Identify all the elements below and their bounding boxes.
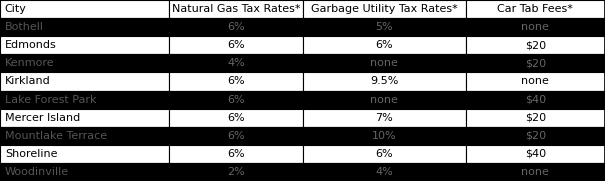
Text: 6%: 6% (227, 40, 245, 50)
Bar (302, 145, 466, 163)
Bar (302, 18, 466, 36)
Text: none: none (370, 58, 398, 68)
Text: 6%: 6% (227, 76, 245, 87)
Text: Garbage Utility Tax Rates*: Garbage Utility Tax Rates* (311, 4, 457, 14)
Text: 10%: 10% (372, 131, 396, 141)
Text: 6%: 6% (227, 113, 245, 123)
Text: Shoreline: Shoreline (5, 149, 57, 159)
Text: none: none (370, 94, 398, 105)
Text: none: none (522, 22, 549, 32)
Text: $20: $20 (525, 58, 546, 68)
Text: 6%: 6% (227, 149, 245, 159)
Text: 4%: 4% (227, 58, 245, 68)
Bar (466, 109, 605, 127)
Bar (466, 54, 605, 72)
Bar (0, 0, 169, 18)
Bar (466, 18, 605, 36)
Text: $40: $40 (525, 94, 546, 105)
Bar (0, 90, 169, 109)
Bar (0, 36, 169, 54)
Text: City: City (5, 4, 27, 14)
Text: Natural Gas Tax Rates*: Natural Gas Tax Rates* (172, 4, 300, 14)
Bar (302, 109, 466, 127)
Bar (302, 0, 466, 18)
Text: Mercer Island: Mercer Island (5, 113, 80, 123)
Bar (169, 54, 302, 72)
Bar (0, 163, 169, 181)
Text: Kenmore: Kenmore (5, 58, 54, 68)
Text: 6%: 6% (227, 94, 245, 105)
Bar (302, 127, 466, 145)
Bar (169, 36, 302, 54)
Bar (466, 90, 605, 109)
Bar (169, 0, 302, 18)
Text: 5%: 5% (375, 22, 393, 32)
Bar (169, 90, 302, 109)
Text: Bothell: Bothell (5, 22, 44, 32)
Bar (0, 145, 169, 163)
Text: Lake Forest Park: Lake Forest Park (5, 94, 96, 105)
Text: 9.5%: 9.5% (370, 76, 398, 87)
Text: Kirkland: Kirkland (5, 76, 51, 87)
Text: $20: $20 (525, 131, 546, 141)
Text: Car Tab Fees*: Car Tab Fees* (497, 4, 574, 14)
Text: 6%: 6% (375, 149, 393, 159)
Bar (466, 127, 605, 145)
Bar (466, 163, 605, 181)
Bar (169, 145, 302, 163)
Bar (169, 127, 302, 145)
Text: 6%: 6% (227, 22, 245, 32)
Bar (0, 109, 169, 127)
Bar (302, 90, 466, 109)
Bar (169, 163, 302, 181)
Text: $40: $40 (525, 149, 546, 159)
Text: Mountlake Terrace: Mountlake Terrace (5, 131, 107, 141)
Bar (302, 36, 466, 54)
Bar (0, 127, 169, 145)
Bar (466, 36, 605, 54)
Bar (302, 54, 466, 72)
Bar (0, 72, 169, 90)
Text: 6%: 6% (375, 40, 393, 50)
Text: 6%: 6% (227, 131, 245, 141)
Bar (302, 163, 466, 181)
Bar (0, 18, 169, 36)
Bar (466, 72, 605, 90)
Text: Woodinville: Woodinville (5, 167, 69, 177)
Text: $20: $20 (525, 40, 546, 50)
Text: none: none (522, 76, 549, 87)
Bar (169, 72, 302, 90)
Text: 7%: 7% (375, 113, 393, 123)
Text: 2%: 2% (227, 167, 245, 177)
Bar (466, 0, 605, 18)
Bar (169, 18, 302, 36)
Text: none: none (522, 167, 549, 177)
Bar (466, 145, 605, 163)
Text: 4%: 4% (375, 167, 393, 177)
Text: Edmonds: Edmonds (5, 40, 57, 50)
Bar (169, 109, 302, 127)
Text: $20: $20 (525, 113, 546, 123)
Bar (302, 72, 466, 90)
Bar (0, 54, 169, 72)
